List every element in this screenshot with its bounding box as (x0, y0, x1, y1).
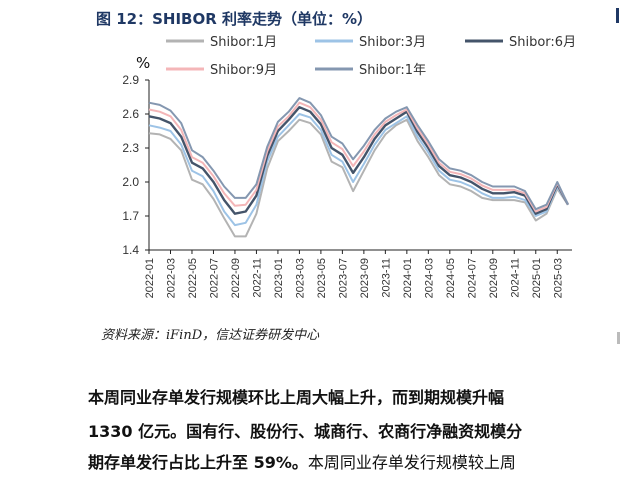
x-tick-label: 2022-01 (144, 258, 156, 298)
paragraph-line-3-bold: 期存单发行占比上升至 59%。 (88, 453, 308, 472)
series-line-5 (148, 97, 569, 211)
shibor-line-chart: %2.9 2.6 2.3 2.0 1.7 1.4 2022-01 2022-03 2022-05… (122, 35, 576, 298)
y-axis-label: % (136, 54, 150, 72)
y-tick-label: 2.3 (122, 141, 139, 155)
x-tick-label: 2022-07 (208, 258, 220, 298)
y-tick-label: 2.6 (122, 107, 139, 121)
x-tick-label: 2023-05 (316, 258, 328, 298)
x-tick-label: 2024-03 (423, 258, 435, 298)
x-tick-label: 2023-07 (337, 258, 349, 298)
series-line-4 (148, 101, 569, 213)
legend-label: Shibor:6月 (509, 35, 576, 50)
adjacent-column-marker-2 (617, 332, 620, 344)
series-line-3 (148, 105, 570, 215)
x-tick-label: 2024-05 (445, 258, 457, 298)
x-tick-label: 2022-11 (251, 258, 263, 298)
figure-title: 图 12：SHIBOR 利率走势（单位：%） (96, 10, 373, 28)
x-tick-label: 2023-11 (380, 258, 392, 298)
x-tick-label: 2023-09 (359, 258, 371, 298)
x-tick-label: 2023-03 (294, 258, 306, 298)
y-tick-label: 2.9 (122, 73, 139, 87)
legend-label: Shibor:1年 (359, 63, 426, 78)
x-tick-label: 2023-01 (273, 258, 285, 298)
x-tick-label: 2022-05 (187, 258, 199, 298)
y-tick-label: 1.4 (122, 243, 139, 257)
legend-label: Shibor:1月 (210, 35, 277, 50)
legend-label: Shibor:3月 (359, 35, 426, 50)
series-line-1 (148, 118, 569, 238)
x-tick-label: 2024-11 (509, 258, 521, 298)
legend-label: Shibor:9月 (210, 63, 277, 78)
adjacent-column-marker (616, 8, 619, 23)
x-tick-label: 2024-07 (466, 258, 478, 298)
x-tick-label: 2024-01 (402, 258, 414, 298)
x-tick-label: 2022-09 (230, 258, 242, 298)
x-tick-label: 2025-01 (531, 258, 543, 298)
x-tick-label: 2024-09 (488, 258, 500, 298)
paragraph-line-3-normal: 本周同业存单发行规模较上周 (307, 453, 516, 472)
series-line-2 (148, 113, 569, 227)
figure-source: 资料来源：iFinD，信达证券研发中心 (101, 328, 320, 343)
x-tick-label: 2022-03 (165, 258, 177, 298)
paragraph-line-3: 期存单发行占比上升至 59%。本周同业存单发行规模较上周 (88, 449, 516, 473)
y-tick-label: 2.0 (122, 175, 139, 189)
paragraph-line-1: 本周同业存单发行规模环比上周大幅上升，而到期规模升幅 (88, 388, 505, 407)
y-tick-label: 1.7 (122, 209, 139, 223)
x-tick-label: 2025-03 (552, 258, 564, 298)
paragraph-line-2: 1330 亿元。国有行、股份行、城商行、农商行净融资规模分 (88, 422, 523, 441)
